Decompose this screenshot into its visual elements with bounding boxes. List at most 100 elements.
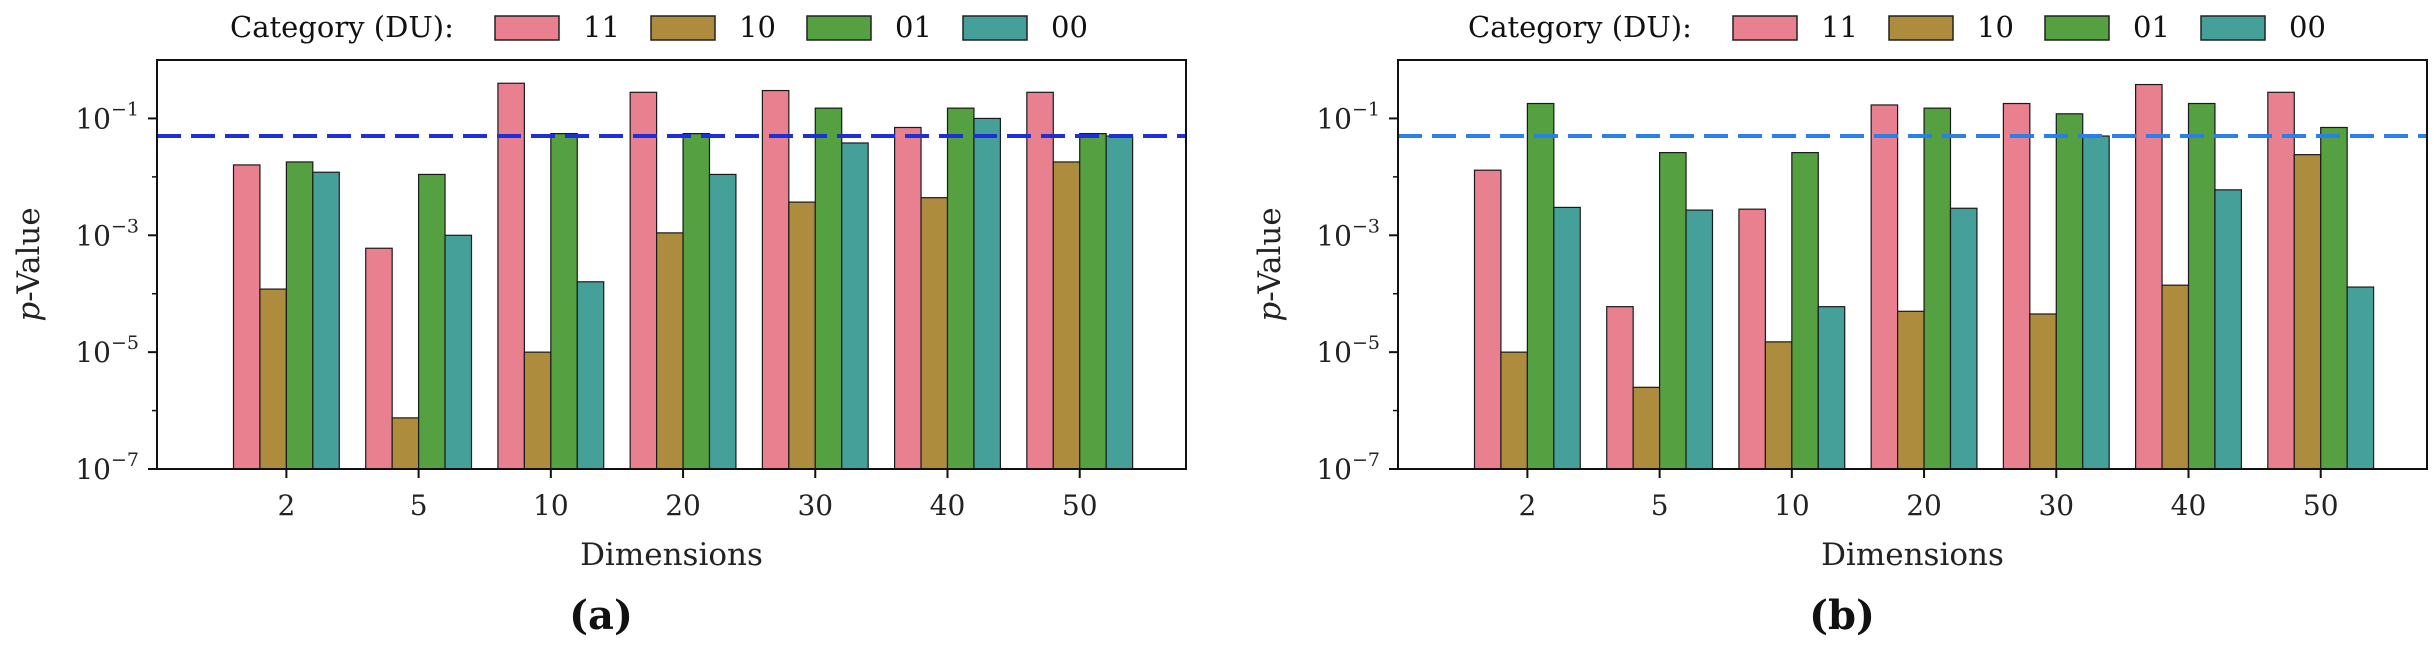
bar-10-dim-50 <box>2293 154 2322 470</box>
legend-swatch-11 <box>494 15 560 41</box>
bar-11-dim-50 <box>1026 91 1054 470</box>
bar-11-dim-10 <box>1738 208 1766 470</box>
panel-label: (a) <box>569 592 633 639</box>
bar-01-dim-20 <box>1923 107 1952 470</box>
y-tick-label: 10−1 <box>1316 98 1380 135</box>
x-axis-label: Dimensions <box>580 537 763 573</box>
legend-swatch-01 <box>806 15 872 41</box>
bar-11-dim-30 <box>2002 102 2031 470</box>
bar-01-dim-50 <box>1079 132 1107 470</box>
bar-10-dim-40 <box>920 197 949 470</box>
bar-10-dim-5 <box>391 417 420 470</box>
legend-label-01: 01 <box>2133 10 2170 44</box>
bar-10-dim-20 <box>656 232 684 470</box>
bar-00-dim-40 <box>973 117 1001 470</box>
bar-11-dim-50 <box>2267 91 2295 470</box>
bar-11-dim-20 <box>629 91 658 470</box>
y-tick-label: 10−3 <box>1316 215 1380 252</box>
y-tick-label: 10−1 <box>75 98 139 135</box>
bar-01-dim-2 <box>285 161 314 470</box>
legend-swatch-00 <box>2200 15 2266 41</box>
bar-10-dim-10 <box>523 351 552 470</box>
legend-label-11: 11 <box>1821 10 1858 44</box>
y-tick-label: 10−5 <box>75 332 139 369</box>
x-tick-label-50: 50 <box>1062 489 1098 522</box>
bar-01-dim-40 <box>946 107 975 470</box>
x-tick-label-30: 30 <box>2038 489 2074 522</box>
x-tick-label-10: 10 <box>533 489 569 522</box>
legend-label-00: 00 <box>1051 10 1088 44</box>
bar-00-dim-2 <box>312 171 340 470</box>
x-tick-label-50: 50 <box>2303 489 2339 522</box>
legend-label-10: 10 <box>1977 10 2014 44</box>
legend-title: Category (DU): <box>1468 10 1692 44</box>
legend-label-10: 10 <box>739 10 776 44</box>
x-tick-label-40: 40 <box>930 489 966 522</box>
bar-00-dim-30 <box>2082 135 2110 470</box>
x-tick-label-20: 20 <box>1906 489 1942 522</box>
bar-11-dim-40 <box>894 126 922 470</box>
bar-00-dim-20 <box>708 173 737 470</box>
bar-11-dim-5 <box>365 247 393 470</box>
y-tick-label: 10−7 <box>75 449 139 486</box>
bar-10-dim-30 <box>2029 313 2057 470</box>
bar-11-dim-2 <box>1473 169 1502 470</box>
bar-10-dim-5 <box>1632 386 1661 470</box>
legend-swatch-00 <box>962 15 1028 41</box>
y-tick-label: 10−7 <box>1316 449 1380 486</box>
bar-11-dim-20 <box>1870 104 1899 470</box>
y-axis-label: p-Value <box>11 207 47 321</box>
bar-01-dim-5 <box>1659 152 1687 470</box>
legend-label-00: 00 <box>2289 10 2326 44</box>
x-tick-label-2: 2 <box>1518 489 1536 522</box>
bar-10-dim-30 <box>788 201 816 470</box>
bar-11-dim-40 <box>2135 83 2163 470</box>
x-tick-label-5: 5 <box>1651 489 1669 522</box>
chart-panel-b: Category (DU): 11 10 01 00 10−7 10−5 10−3 10−1 2 5… <box>1252 10 2428 639</box>
bar-10-dim-40 <box>2161 284 2190 470</box>
bar-01-dim-20 <box>682 132 711 470</box>
bar-10-dim-50 <box>1052 161 1081 470</box>
legend-swatch-01 <box>2044 15 2110 41</box>
bar-10-dim-20 <box>1897 310 1925 470</box>
y-axis-label: p-Value <box>1252 207 1288 321</box>
x-tick-label-20: 20 <box>665 489 701 522</box>
legend-label-01: 01 <box>895 10 932 44</box>
bar-01-dim-2 <box>1526 102 1555 470</box>
bar-00-dim-5 <box>444 234 473 470</box>
bar-11-dim-5 <box>1606 306 1634 470</box>
bar-01-dim-10 <box>550 132 578 470</box>
bar-00-dim-50 <box>2346 286 2375 470</box>
legend-label-11: 11 <box>583 10 620 44</box>
bar-00-dim-30 <box>841 142 869 470</box>
bar-01-dim-30 <box>814 107 843 470</box>
bar-00-dim-20 <box>1949 207 1978 470</box>
bar-00-dim-5 <box>1685 209 1714 470</box>
legend-swatch-11 <box>1732 15 1798 41</box>
bar-01-dim-50 <box>2320 126 2348 470</box>
bar-00-dim-10 <box>576 281 605 470</box>
bar-10-dim-2 <box>1500 351 1528 470</box>
bar-00-dim-2 <box>1553 206 1581 470</box>
bar-00-dim-10 <box>1817 306 1846 470</box>
bar-01-dim-30 <box>2055 113 2084 470</box>
bar-01-dim-40 <box>2187 102 2216 470</box>
bar-01-dim-5 <box>418 173 446 470</box>
y-tick-label: 10−3 <box>75 215 139 252</box>
x-tick-label-40: 40 <box>2171 489 2207 522</box>
bar-10-dim-2 <box>259 288 287 470</box>
bar-01-dim-10 <box>1791 152 1819 470</box>
legend-swatch-10 <box>1888 15 1954 41</box>
panel-label: (b) <box>1809 592 1875 639</box>
bar-11-dim-30 <box>761 89 790 470</box>
x-tick-label-2: 2 <box>277 489 295 522</box>
bar-00-dim-50 <box>1105 135 1134 470</box>
bar-00-dim-40 <box>2214 189 2242 470</box>
chart-panel-a: Category (DU): 11 10 01 00 10−7 10−5 10−3 10−1 2 5… <box>11 10 1187 639</box>
x-tick-label-30: 30 <box>797 489 833 522</box>
x-tick-label-5: 5 <box>410 489 428 522</box>
legend-title: Category (DU): <box>230 10 454 44</box>
y-tick-label: 10−5 <box>1316 332 1380 369</box>
bar-11-dim-10 <box>497 82 525 470</box>
